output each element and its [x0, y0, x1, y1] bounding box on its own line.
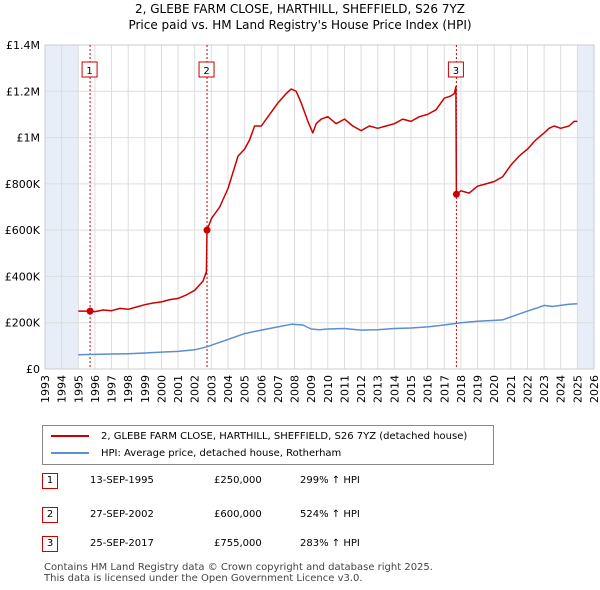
x-tick-label: 2004 [222, 375, 235, 403]
x-tick-label: 2002 [189, 375, 202, 403]
y-tick-label: £0 [26, 363, 40, 376]
sale-hpi-change: 524% ↑ HPI [300, 509, 360, 520]
chart-subtitle: Price paid vs. HM Land Registry's House … [128, 18, 472, 32]
shaded-range [577, 45, 594, 369]
y-tick-label: £200K [5, 317, 41, 330]
sale-marker-label: 2 [203, 66, 209, 77]
x-tick-label: 2022 [521, 375, 534, 403]
x-tick-label: 1998 [122, 375, 135, 403]
x-tick-label: 2020 [488, 375, 501, 403]
y-tick-label: £400K [5, 270, 41, 283]
plot-border [44, 44, 595, 370]
sale-marker-box [198, 61, 215, 78]
x-tick-label: 2023 [538, 375, 551, 403]
legend-swatch-hpi [51, 452, 89, 454]
x-tick-label: 1995 [72, 375, 85, 403]
x-tick-label: 2010 [322, 375, 335, 403]
footer: Contains HM Land Registry data © Crown c… [44, 562, 433, 584]
legend-label-hpi: HPI: Average price, detached house, Roth… [101, 447, 342, 459]
x-tick-label: 2018 [455, 375, 468, 403]
x-tick-label: 1996 [89, 375, 102, 403]
property-price-line [78, 85, 578, 313]
x-tick-label: 2021 [505, 375, 518, 403]
sale-marker-label: 3 [453, 66, 459, 77]
x-tick-label: 2016 [422, 375, 435, 403]
sale-marker-box [447, 61, 464, 78]
x-tick-label: 2008 [289, 375, 302, 403]
legend-item-hpi: HPI: Average price, detached house, Roth… [51, 446, 341, 460]
x-tick-label: 2019 [472, 375, 485, 403]
x-tick-label: 2003 [205, 375, 218, 403]
x-tick-label: 2026 [588, 375, 600, 403]
x-tick-label: 2014 [388, 375, 401, 403]
x-tick-label: 2012 [355, 375, 368, 403]
sale-row: 2 27-SEP-2002 £600,000 524% ↑ HPI [42, 507, 442, 525]
x-tick-label: 1994 [56, 375, 69, 403]
price-chart: £0 £200K £400K £600K £800K £1M £1.2M £1.4M 1993 1… [5, 39, 600, 403]
x-tick-label: 1997 [106, 375, 119, 403]
x-tick-label: 2025 [571, 375, 584, 403]
footer-copyright: Contains HM Land Registry data © Crown c… [44, 562, 433, 573]
x-tick-label: 2006 [255, 375, 268, 403]
x-tick-label: 1993 [39, 375, 52, 403]
legend-label-property: 2, GLEBE FARM CLOSE, HARTHILL, SHEFFIELD… [101, 430, 468, 442]
sale-point [452, 190, 460, 198]
x-tick-label: 2009 [305, 375, 318, 403]
y-tick-label: £600K [5, 224, 41, 237]
x-tick-label: 2007 [272, 375, 285, 403]
sale-point [203, 226, 211, 234]
sale-marker-box [81, 61, 98, 78]
sale-date: 13-SEP-1995 [90, 475, 154, 486]
sale-row: 1 13-SEP-1995 £250,000 299% ↑ HPI [42, 473, 442, 491]
sale-price: £250,000 [214, 475, 262, 486]
legend-item-property: 2, GLEBE FARM CLOSE, HARTHILL, SHEFFIELD… [51, 429, 467, 443]
y-tick-label: £1M [17, 132, 41, 145]
x-tick-label: 2011 [338, 375, 351, 403]
x-tick-label: 2015 [405, 375, 418, 403]
sale-row: 3 25-SEP-2017 £755,000 283% ↑ HPI [42, 536, 442, 554]
sale-price: £600,000 [214, 509, 262, 520]
sale-marker-2: 2 [42, 507, 58, 523]
sale-marker-3: 3 [42, 536, 58, 552]
x-tick-label: 2000 [155, 375, 168, 403]
sale-date: 27-SEP-2002 [90, 509, 154, 520]
x-tick-label: 1999 [139, 375, 152, 403]
sale-hpi-change: 283% ↑ HPI [300, 538, 360, 549]
x-tick-label: 2024 [555, 375, 568, 403]
legend: 2, GLEBE FARM CLOSE, HARTHILL, SHEFFIELD… [42, 425, 494, 465]
footer-license: This data is licensed under the Open Gov… [44, 573, 363, 584]
x-tick-label: 2013 [372, 375, 385, 403]
x-tick-label: 2005 [239, 375, 252, 403]
chart-title: 2, GLEBE FARM CLOSE, HARTHILL, SHEFFIELD… [134, 2, 466, 16]
y-tick-label: £1.4M [6, 39, 40, 52]
sale-hpi-change: 299% ↑ HPI [300, 475, 360, 486]
sale-price: £755,000 [214, 538, 262, 549]
sale-marker-1: 1 [42, 473, 58, 489]
x-tick-label: 2001 [172, 375, 185, 403]
y-tick-label: £1.2M [6, 85, 40, 98]
legend-swatch-property [51, 435, 89, 437]
hpi-line [78, 302, 578, 356]
sale-point [86, 307, 94, 315]
x-tick-label: 2017 [438, 375, 451, 403]
sale-date: 25-SEP-2017 [90, 538, 154, 549]
sale-marker-label: 1 [86, 66, 92, 77]
y-tick-label: £800K [5, 178, 41, 191]
